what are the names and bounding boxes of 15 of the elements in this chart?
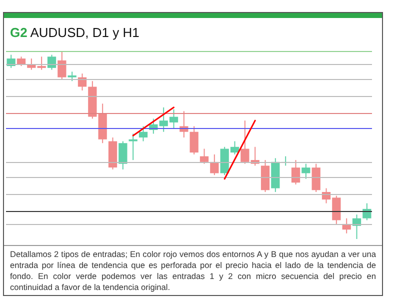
candlestick (200, 148, 209, 164)
candlestick (291, 160, 300, 185)
candlestick (58, 50, 66, 80)
candlestick (312, 163, 320, 192)
candlestick (47, 54, 56, 70)
candlestick (118, 140, 128, 170)
candlestick (37, 56, 46, 70)
candlestick (138, 126, 148, 142)
candlestick (16, 56, 26, 67)
candlestick (68, 71, 76, 82)
candlestick (190, 126, 198, 155)
candlestick (302, 163, 310, 180)
text: Detallamos 2 tipos de entradas; En color rojo vemos dos entornos A y B que nos ayudan a ver una entrada por línea de tendencia que es perforada por el precio hacia el lado de la tendencia de fondo. En color verde podemos ver las entradas 1 y 2 con micro secuencia del precio en continuidad a favor de la tendencia original. (10, 249, 376, 293)
candlestick (240, 120, 250, 164)
chart-title: G2 AUDUSD, D1 y H1 (10, 25, 140, 40)
